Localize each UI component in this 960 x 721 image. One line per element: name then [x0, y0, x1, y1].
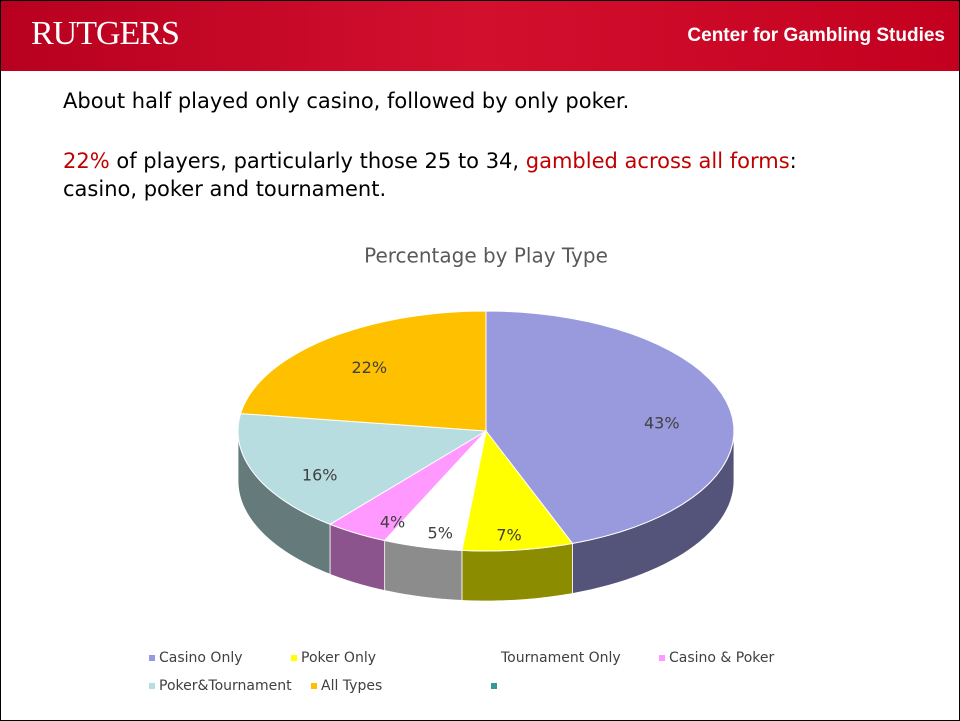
- legend-label: Poker Only: [301, 650, 376, 666]
- legend-marker: [311, 683, 317, 689]
- text: of players, particularly those 25 to 34,: [109, 149, 526, 173]
- legend-marker: [291, 655, 297, 661]
- data-label: 7%: [496, 526, 521, 545]
- highlight: 22%: [63, 149, 110, 173]
- slice: [461, 429, 574, 552]
- data-label: 16%: [302, 465, 338, 484]
- slice: [328, 430, 487, 542]
- bullet-text: 22% of players, particularly those 25 to…: [63, 147, 823, 203]
- highlight: gambled across all forms: [525, 149, 790, 173]
- data-label: 4%: [380, 512, 405, 531]
- logo: RUTGERS: [31, 15, 180, 52]
- slice-side: [461, 542, 573, 602]
- legend-label: Casino & Poker: [669, 650, 775, 666]
- slice: [485, 310, 735, 545]
- legend-marker: [149, 655, 155, 661]
- legend-label: Tournament Only: [500, 650, 621, 666]
- header-title: Center for Gambling Studies: [687, 25, 945, 46]
- legend-marker: [659, 655, 665, 661]
- data-label: 22%: [351, 358, 387, 377]
- bullet-text: About half played only casino, followed …: [63, 89, 630, 113]
- legend-marker: [491, 655, 497, 661]
- data-label: 43%: [644, 413, 680, 432]
- header: RUTGERS Center for Gambling Studies: [1, 1, 959, 71]
- chart-title: Percentage by Play Type: [364, 244, 608, 268]
- slice: [239, 310, 487, 432]
- legend-label: Poker&Tournament: [159, 678, 292, 694]
- slice: [383, 429, 487, 551]
- legend-label: Casino Only: [159, 650, 243, 666]
- legend-label: All Types: [321, 678, 382, 694]
- legend-marker: [149, 683, 155, 689]
- slice: [237, 413, 488, 525]
- legend-marker: [491, 683, 497, 689]
- text: : casino, poker and tournament.: [63, 149, 797, 201]
- data-label: 5%: [428, 523, 453, 542]
